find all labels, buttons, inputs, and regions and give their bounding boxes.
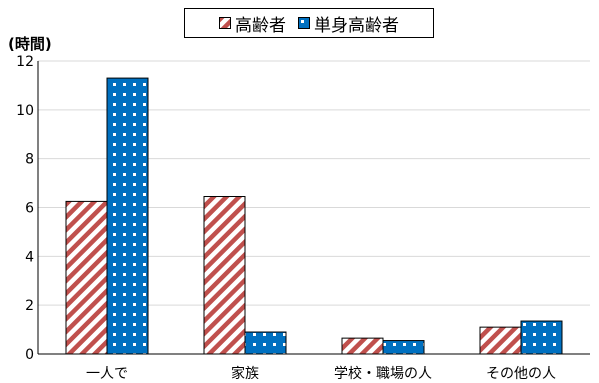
bar-series-2-3 <box>382 340 425 355</box>
y-tick-label: 0 <box>25 347 34 363</box>
y-tick-label: 8 <box>25 152 34 168</box>
legend-swatch-series-2 <box>298 17 310 29</box>
y-tick-label: 6 <box>25 201 34 217</box>
legend-label-series-2: 単身高齢者 <box>314 15 399 36</box>
legend-label-series-1: 高齢者 <box>235 15 286 36</box>
bar-series-1-1 <box>65 200 108 355</box>
bar-series-1-2 <box>203 196 246 355</box>
y-tick-label: 12 <box>16 54 34 70</box>
y-tick-label: 10 <box>16 103 34 119</box>
bar-series-1-3 <box>341 337 384 355</box>
legend-swatch-series-1 <box>219 17 231 29</box>
bar-series-1-4 <box>479 326 522 355</box>
bar-series-2-1 <box>106 77 149 355</box>
x-tick-label: 学校・職場の人 <box>334 365 432 382</box>
legend-item-series-1: 高齢者 <box>219 11 286 36</box>
y-tick-label: 4 <box>25 249 34 265</box>
legend-item-series-2: 単身高齢者 <box>298 11 399 36</box>
bar-series-2-4 <box>520 320 563 355</box>
x-tick-label: その他の人 <box>486 366 556 382</box>
axes: 0 2 4 6 8 10 12 一人で 家族 学校・職場の人 その他の人 <box>16 54 590 382</box>
y-axis-unit-label: (時間) <box>8 35 52 53</box>
y-tick-label: 2 <box>25 298 34 314</box>
bars <box>65 77 563 355</box>
x-tick-label: 家族 <box>231 365 259 382</box>
legend: 高齢者 単身高齢者 <box>184 8 434 38</box>
x-tick-label: 一人で <box>86 366 128 382</box>
bar-series-2-2 <box>244 331 287 355</box>
